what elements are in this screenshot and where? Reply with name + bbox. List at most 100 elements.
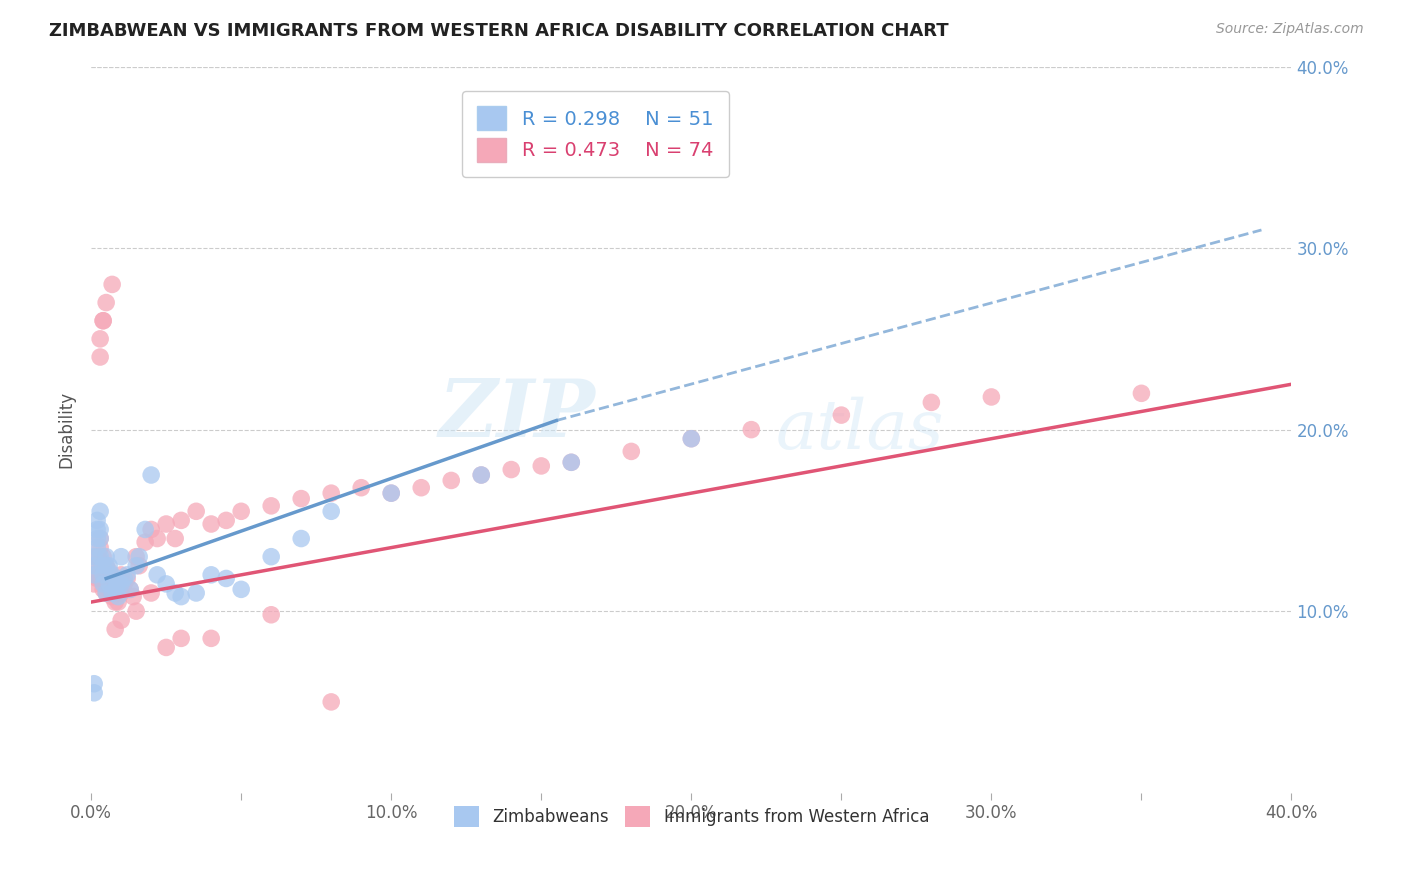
- Point: [110, 567, 132, 582]
- Point: [186, 504, 208, 518]
- Point: [200, 632, 222, 646]
- Point: [128, 549, 150, 564]
- Point: [470, 468, 492, 483]
- Point: [110, 549, 132, 564]
- Point: [89, 572, 111, 586]
- Point: [620, 444, 643, 458]
- Point: [290, 491, 312, 506]
- Point: [83, 577, 105, 591]
- Point: [125, 558, 148, 573]
- Point: [110, 577, 132, 591]
- Point: [107, 590, 129, 604]
- Point: [560, 455, 582, 469]
- Point: [83, 567, 105, 582]
- Point: [186, 586, 208, 600]
- Point: [112, 572, 135, 586]
- Point: [89, 553, 111, 567]
- Point: [96, 549, 118, 564]
- Point: [155, 516, 177, 531]
- Point: [440, 474, 463, 488]
- Point: [128, 558, 150, 573]
- Point: [86, 549, 108, 564]
- Point: [98, 577, 121, 591]
- Point: [101, 277, 124, 292]
- Point: [91, 567, 114, 582]
- Point: [321, 486, 343, 500]
- Point: [91, 577, 114, 591]
- Point: [91, 314, 114, 328]
- Point: [501, 462, 523, 476]
- Point: [89, 523, 111, 537]
- Point: [125, 549, 148, 564]
- Text: atlas: atlas: [775, 396, 943, 463]
- Point: [98, 558, 121, 573]
- Point: [740, 423, 762, 437]
- Point: [122, 590, 145, 604]
- Point: [86, 532, 108, 546]
- Point: [530, 458, 553, 473]
- Point: [104, 577, 127, 591]
- Point: [134, 523, 156, 537]
- Point: [101, 567, 124, 582]
- Point: [89, 549, 111, 564]
- Point: [91, 582, 114, 597]
- Point: [290, 532, 312, 546]
- Point: [215, 572, 238, 586]
- Point: [115, 572, 138, 586]
- Point: [146, 567, 169, 582]
- Point: [86, 541, 108, 555]
- Point: [86, 572, 108, 586]
- Point: [110, 613, 132, 627]
- Point: [101, 572, 124, 586]
- Point: [96, 558, 118, 573]
- Point: [260, 499, 283, 513]
- Point: [104, 572, 127, 586]
- Point: [134, 535, 156, 549]
- Point: [96, 586, 118, 600]
- Point: [980, 390, 1002, 404]
- Point: [107, 582, 129, 597]
- Y-axis label: Disability: Disability: [58, 391, 75, 468]
- Point: [104, 622, 127, 636]
- Point: [83, 677, 105, 691]
- Point: [165, 532, 187, 546]
- Point: [86, 513, 108, 527]
- Point: [215, 513, 238, 527]
- Point: [91, 558, 114, 573]
- Point: [89, 541, 111, 555]
- Text: ZIMBABWEAN VS IMMIGRANTS FROM WESTERN AFRICA DISABILITY CORRELATION CHART: ZIMBABWEAN VS IMMIGRANTS FROM WESTERN AF…: [49, 22, 949, 40]
- Point: [89, 504, 111, 518]
- Point: [112, 577, 135, 591]
- Point: [83, 567, 105, 582]
- Point: [170, 632, 193, 646]
- Point: [98, 582, 121, 597]
- Point: [380, 486, 402, 500]
- Point: [321, 695, 343, 709]
- Point: [200, 516, 222, 531]
- Point: [110, 586, 132, 600]
- Point: [89, 532, 111, 546]
- Point: [96, 586, 118, 600]
- Point: [120, 582, 142, 597]
- Point: [86, 523, 108, 537]
- Point: [155, 577, 177, 591]
- Point: [86, 558, 108, 573]
- Point: [146, 532, 169, 546]
- Point: [830, 408, 852, 422]
- Point: [260, 607, 283, 622]
- Point: [231, 582, 253, 597]
- Point: [125, 604, 148, 618]
- Point: [107, 577, 129, 591]
- Point: [260, 549, 283, 564]
- Point: [83, 558, 105, 573]
- Point: [681, 432, 703, 446]
- Point: [98, 564, 121, 578]
- Point: [104, 595, 127, 609]
- Point: [560, 455, 582, 469]
- Point: [83, 549, 105, 564]
- Point: [101, 586, 124, 600]
- Legend: Zimbabweans, Immigrants from Western Africa: Zimbabweans, Immigrants from Western Afr…: [446, 798, 938, 835]
- Point: [89, 350, 111, 364]
- Point: [107, 595, 129, 609]
- Point: [231, 504, 253, 518]
